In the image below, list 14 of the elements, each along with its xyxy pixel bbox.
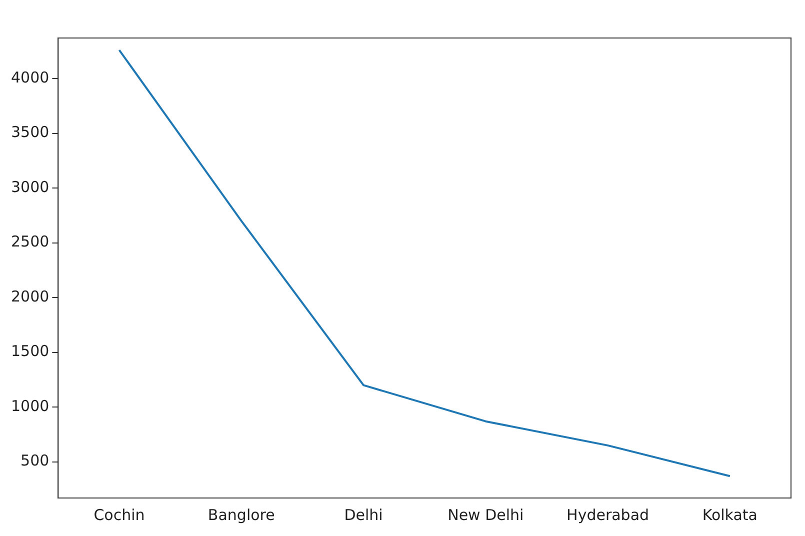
x-tick-label: Cochin bbox=[94, 506, 145, 524]
y-tick-label: 3000 bbox=[10, 178, 50, 196]
y-tick-label: 1500 bbox=[10, 342, 50, 360]
y-tick-label: 500 bbox=[20, 452, 50, 470]
y-tick-label: 2500 bbox=[10, 232, 50, 251]
y-tick-label: 1000 bbox=[10, 396, 50, 415]
y-tick-label: 2000 bbox=[10, 287, 50, 306]
x-tick-label: Hyderabad bbox=[566, 506, 650, 524]
x-tick-label: Delhi bbox=[344, 506, 383, 524]
y-tick-label: 3500 bbox=[10, 123, 50, 142]
x-tick-label: Banglore bbox=[208, 506, 275, 524]
x-tick-label: New Delhi bbox=[448, 506, 524, 524]
x-tick-label: Kolkata bbox=[702, 506, 758, 524]
y-tick-label: 4000 bbox=[10, 68, 50, 86]
